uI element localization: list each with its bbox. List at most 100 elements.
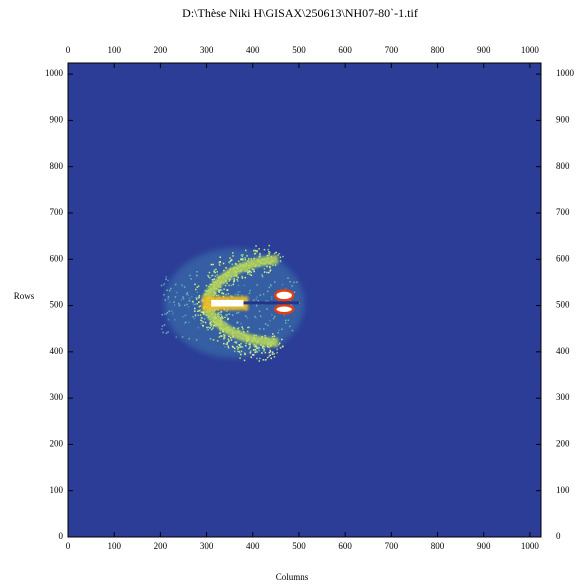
speckle — [246, 317, 249, 319]
speckle — [261, 275, 264, 278]
beamstop — [243, 301, 299, 305]
speckle — [239, 357, 241, 359]
speckle — [198, 310, 200, 312]
speckle — [237, 293, 239, 296]
y-tick-label-right: 400 — [556, 346, 570, 356]
speckle — [228, 284, 230, 287]
speckle — [218, 289, 220, 291]
speckle — [219, 289, 221, 292]
speckle — [207, 328, 209, 331]
speckle — [246, 270, 249, 272]
spot-upper — [273, 289, 295, 302]
speckle — [227, 346, 230, 349]
y-tick-label: 700 — [50, 207, 64, 217]
speckle — [160, 328, 163, 330]
speckle — [225, 314, 227, 316]
speckle — [164, 299, 166, 301]
speckle — [184, 322, 186, 324]
speckle — [248, 326, 250, 329]
speckle — [246, 273, 249, 275]
speckle — [253, 270, 255, 273]
speckle — [188, 274, 191, 277]
speckle — [240, 258, 243, 261]
x-tick-label: 800 — [431, 541, 445, 551]
lower-arc — [202, 305, 279, 348]
speckle — [193, 317, 196, 320]
speckle — [191, 295, 193, 298]
speckle — [242, 331, 245, 333]
speckle — [165, 332, 168, 334]
speckle — [232, 283, 235, 286]
speckle — [183, 304, 186, 307]
speckle — [219, 256, 221, 259]
speckle — [248, 292, 251, 294]
speckle — [262, 347, 264, 349]
speckle — [243, 284, 246, 287]
speckle — [181, 336, 184, 338]
speckle — [228, 261, 231, 264]
speckle — [234, 275, 236, 278]
speckle — [273, 281, 276, 283]
speckle — [273, 352, 275, 355]
speckle — [201, 317, 204, 319]
x-tick-label-top: 800 — [431, 45, 445, 55]
x-tick-label-top: 300 — [200, 45, 214, 55]
speckle — [245, 249, 247, 252]
speckle — [254, 348, 257, 351]
speckle — [218, 313, 221, 316]
speckle — [264, 323, 267, 325]
speckle — [272, 317, 275, 320]
speckle — [263, 248, 266, 251]
speckle — [199, 309, 201, 312]
speckle — [258, 360, 260, 362]
speckle — [230, 339, 233, 341]
speckle — [249, 346, 251, 348]
speckle — [211, 279, 214, 281]
y-tick-label-right: 100 — [556, 485, 570, 495]
speckle — [220, 311, 223, 313]
y-tick-label: 400 — [50, 346, 64, 356]
speckle — [244, 344, 247, 347]
speckle — [279, 256, 282, 259]
speckle — [249, 350, 252, 353]
speckle — [244, 257, 246, 259]
speckle — [271, 313, 273, 316]
speckle — [265, 358, 267, 361]
x-tick-label: 300 — [200, 541, 214, 551]
speckle — [249, 270, 251, 273]
speckle — [207, 276, 210, 278]
speckle — [212, 327, 214, 329]
speckle — [225, 267, 227, 269]
speckle — [180, 299, 183, 301]
speckle — [187, 306, 190, 308]
speckle — [218, 264, 221, 266]
speckle — [163, 283, 165, 286]
speckle — [218, 261, 221, 264]
speckle — [268, 252, 270, 255]
speckle — [230, 284, 233, 287]
speckle — [235, 263, 237, 266]
speckle — [236, 278, 238, 281]
speckle — [211, 328, 213, 331]
speckle — [196, 291, 199, 293]
speckle — [267, 271, 270, 274]
speckle — [201, 311, 204, 314]
upper-arc — [202, 254, 279, 301]
speckle — [263, 348, 266, 351]
speckle — [256, 347, 258, 350]
speckle — [254, 351, 256, 354]
speckle — [238, 350, 240, 353]
y-tick-label-right: 600 — [556, 253, 570, 263]
speckle — [217, 313, 219, 316]
speckle — [268, 351, 271, 354]
speckle — [196, 270, 198, 273]
speckle — [250, 271, 252, 273]
speckle — [269, 349, 271, 352]
speckle — [209, 277, 211, 279]
speckle — [287, 277, 289, 279]
speckle — [289, 325, 291, 328]
speckle — [214, 275, 217, 277]
speckle — [262, 346, 264, 348]
speckle — [268, 286, 271, 289]
speckle — [220, 335, 222, 337]
